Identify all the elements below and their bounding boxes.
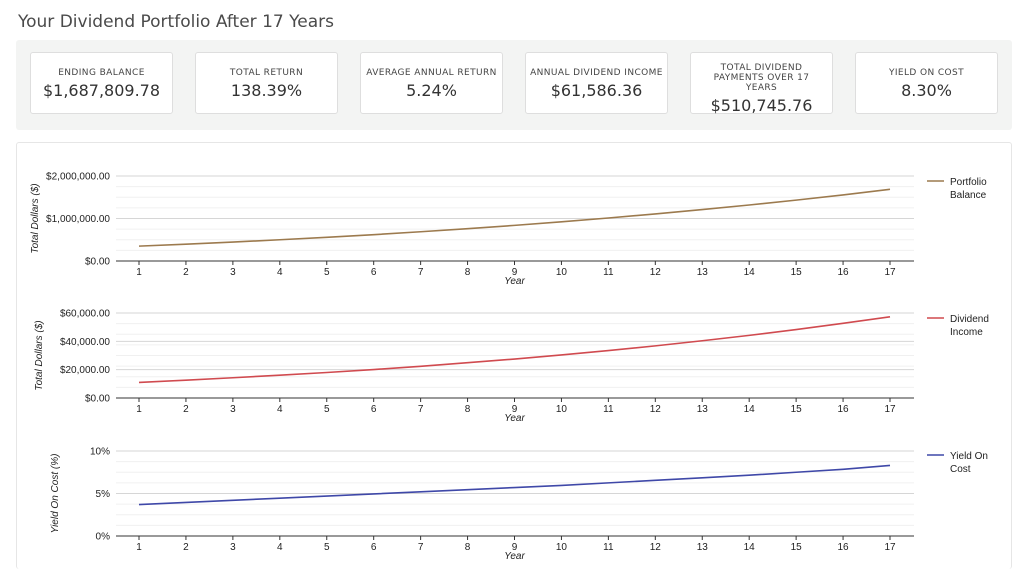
card-label: ANNUAL DIVIDEND INCOME (530, 68, 663, 78)
y-axis-label: Yield On Cost (%) (50, 454, 61, 534)
x-tick-label: 8 (465, 542, 471, 553)
y-tick-label: $0.00 (85, 394, 110, 405)
x-tick-label: 11 (603, 404, 614, 415)
card-value: 8.30% (901, 81, 952, 100)
card-label: TOTAL RETURN (229, 68, 304, 78)
x-tick-label: 8 (465, 404, 471, 415)
series-line (138, 464, 891, 506)
x-axis-label: Year (504, 276, 525, 287)
x-tick-label: 7 (418, 542, 424, 553)
card-label: ENDING BALANCE (58, 68, 145, 78)
x-axis-label: Year (504, 551, 525, 562)
x-tick-label: 5 (324, 542, 330, 553)
x-tick-label: 11 (603, 267, 614, 278)
x-tick-label: 16 (838, 267, 850, 278)
x-tick-label: 13 (697, 404, 709, 415)
x-axis-label: Year (504, 413, 525, 424)
x-tick-label: 17 (884, 542, 896, 553)
x-tick-label: 1 (136, 542, 142, 553)
card-value: $1,687,809.78 (42, 81, 161, 100)
x-tick-label: 16 (838, 404, 850, 415)
summary-panel: ENDING BALANCE $1,687,809.78 TOTAL RETUR… (16, 40, 1012, 130)
y-tick-label: $20,000.00 (60, 365, 110, 376)
card-value: $61,586.36 (550, 81, 643, 100)
series-line (138, 316, 891, 384)
x-tick-label: 15 (791, 267, 803, 278)
card-label: AVERAGE ANNUAL RETURN (366, 68, 497, 78)
y-tick-label: 5% (96, 489, 111, 500)
x-tick-label: 3 (230, 542, 236, 553)
page-title: Your Dividend Portfolio After 17 Years (18, 12, 334, 32)
y-tick-label: $2,000,000.00 (46, 172, 110, 183)
total-return-card: TOTAL RETURN 138.39% (195, 52, 338, 114)
card-label: TOTAL DIVIDEND PAYMENTS OVER 17 YEARS (713, 63, 810, 93)
x-tick-label: 5 (324, 267, 330, 278)
x-tick-label: 16 (838, 542, 850, 553)
y-tick-label: $0.00 (85, 257, 110, 268)
x-tick-label: 2 (183, 267, 189, 278)
yield-on-cost-card: YIELD ON COST 8.30% (855, 52, 998, 114)
x-tick-label: 14 (744, 404, 756, 415)
x-tick-label: 9 (512, 267, 518, 278)
x-tick-label: 7 (418, 267, 424, 278)
x-tick-label: 6 (371, 267, 377, 278)
x-tick-label: 14 (744, 267, 756, 278)
x-tick-label: 6 (371, 404, 377, 415)
x-tick-label: 8 (465, 267, 471, 278)
x-tick-label: 6 (371, 542, 377, 553)
y-axis-label: Total Dollars ($) (30, 183, 41, 253)
series-line (138, 188, 891, 247)
y-tick-label: $40,000.00 (60, 337, 110, 348)
legend-label: Portfolio Balance (950, 177, 987, 201)
x-tick-label: 3 (230, 404, 236, 415)
x-tick-label: 15 (791, 404, 803, 415)
x-tick-label: 7 (418, 404, 424, 415)
legend-label: Yield On Cost (950, 451, 988, 475)
y-tick-label: $60,000.00 (60, 309, 110, 320)
x-tick-label: 15 (791, 542, 803, 553)
y-tick-label: $1,000,000.00 (46, 214, 110, 225)
x-tick-label: 12 (650, 267, 662, 278)
x-tick-label: 13 (697, 267, 709, 278)
card-value: $510,745.76 (710, 96, 813, 115)
x-tick-label: 5 (324, 404, 330, 415)
total-dividend-payments-card: TOTAL DIVIDEND PAYMENTS OVER 17 YEARS $5… (690, 52, 833, 115)
x-tick-label: 11 (603, 542, 614, 553)
y-axis-label: Total Dollars ($) (34, 320, 45, 390)
x-tick-label: 13 (697, 542, 709, 553)
average-annual-return-card: AVERAGE ANNUAL RETURN 5.24% (360, 52, 503, 114)
card-value: 138.39% (230, 81, 303, 100)
x-tick-label: 12 (650, 404, 662, 415)
legend-label: Dividend Income (950, 314, 989, 338)
x-tick-label: 1 (136, 404, 142, 415)
x-tick-label: 2 (183, 404, 189, 415)
ending-balance-card: ENDING BALANCE $1,687,809.78 (30, 52, 173, 114)
card-label: YIELD ON COST (888, 68, 965, 78)
x-tick-label: 9 (512, 404, 518, 415)
x-tick-label: 3 (230, 267, 236, 278)
x-tick-label: 14 (744, 542, 756, 553)
x-tick-label: 17 (884, 404, 896, 415)
x-tick-label: 4 (277, 542, 283, 553)
annual-dividend-income-card: ANNUAL DIVIDEND INCOME $61,586.36 (525, 52, 668, 114)
x-tick-label: 4 (277, 404, 283, 415)
x-tick-label: 2 (183, 542, 189, 553)
y-tick-label: 10% (90, 447, 110, 458)
x-tick-label: 1 (136, 267, 142, 278)
x-tick-label: 10 (556, 542, 568, 553)
x-tick-label: 12 (650, 542, 662, 553)
y-tick-label: 0% (96, 532, 111, 543)
card-value: 5.24% (406, 81, 457, 100)
x-tick-label: 9 (512, 542, 518, 553)
x-tick-label: 17 (884, 267, 896, 278)
x-tick-label: 10 (556, 267, 568, 278)
x-tick-label: 10 (556, 404, 568, 415)
x-tick-label: 4 (277, 267, 283, 278)
